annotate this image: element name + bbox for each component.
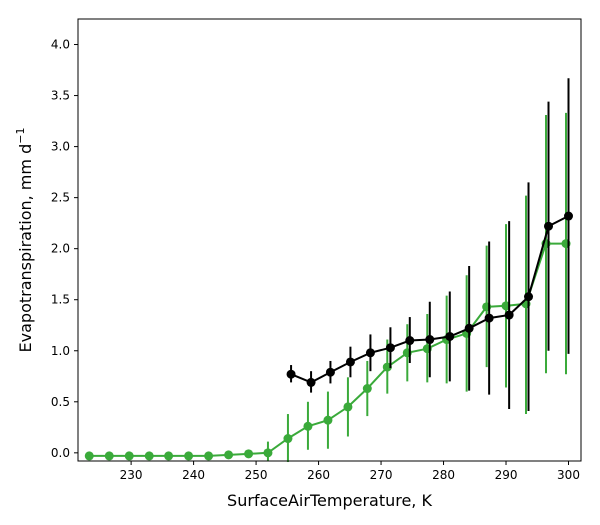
black-series-point xyxy=(385,343,395,353)
green-series-point xyxy=(343,402,353,412)
black-series-point xyxy=(504,310,514,320)
green-series-point xyxy=(144,451,154,461)
green-series-point xyxy=(244,449,254,459)
black-series-point xyxy=(365,348,375,358)
y-tick-label: 1.5 xyxy=(51,293,70,307)
black-series-point xyxy=(325,367,335,377)
x-tick-label: 240 xyxy=(182,468,205,482)
black-series-point xyxy=(306,377,316,387)
green-series-point xyxy=(124,451,134,461)
y-axis-label: Evapotranspiration, mm d−1 xyxy=(14,128,35,353)
green-series-point xyxy=(283,434,293,444)
x-axis-label: SurfaceAirTemperature, K xyxy=(227,491,432,510)
green-series-point xyxy=(323,415,333,425)
plot-frame xyxy=(77,18,582,462)
y-tick-label: 0.0 xyxy=(51,446,70,460)
x-tick-label: 290 xyxy=(495,468,518,482)
black-series-point xyxy=(564,211,574,221)
data-series xyxy=(84,78,574,463)
y-tick-label: 3.5 xyxy=(51,89,70,103)
x-tick-label: 280 xyxy=(432,468,455,482)
green-series-point xyxy=(184,451,194,461)
green-series-point xyxy=(204,451,214,461)
green-series-point xyxy=(224,450,234,460)
x-tick-label: 260 xyxy=(307,468,330,482)
x-tick-label: 230 xyxy=(120,468,143,482)
green-series-point xyxy=(164,451,174,461)
green-series xyxy=(84,112,571,463)
axis-ticks: 230 240 250 260 270 280 290 300 0.0 0.5 1.0 1.5 2.0 2… xyxy=(51,38,580,482)
black-series-point xyxy=(405,336,415,346)
green-series-point xyxy=(84,451,94,461)
black-series-point xyxy=(425,335,435,345)
y-tick-label: 4.0 xyxy=(51,38,70,52)
y-tick-label: 3.0 xyxy=(51,140,70,154)
black-series-point xyxy=(345,357,355,367)
y-tick-label: 1.0 xyxy=(51,344,70,358)
x-tick-label: 270 xyxy=(370,468,393,482)
black-series-point xyxy=(484,313,494,323)
x-tick-label: 300 xyxy=(557,468,580,482)
black-series-point xyxy=(445,331,455,341)
y-tick-label: 0.5 xyxy=(51,395,70,409)
black-series xyxy=(286,78,574,411)
green-series-point xyxy=(263,448,273,458)
x-tick-label: 250 xyxy=(245,468,268,482)
green-series-point xyxy=(104,451,114,461)
green-series-point xyxy=(303,421,313,431)
y-tick-label: 2.0 xyxy=(51,242,70,256)
y-axis-label-main: Evapotranspiration, mm d xyxy=(16,144,35,353)
y-tick-label: 2.5 xyxy=(51,191,70,205)
black-series-point xyxy=(286,369,296,379)
green-series-point xyxy=(362,384,372,394)
black-series-point xyxy=(524,292,534,302)
black-series-point xyxy=(464,323,474,333)
black-series-point xyxy=(544,221,554,231)
y-axis-label-superscript: −1 xyxy=(14,128,27,144)
